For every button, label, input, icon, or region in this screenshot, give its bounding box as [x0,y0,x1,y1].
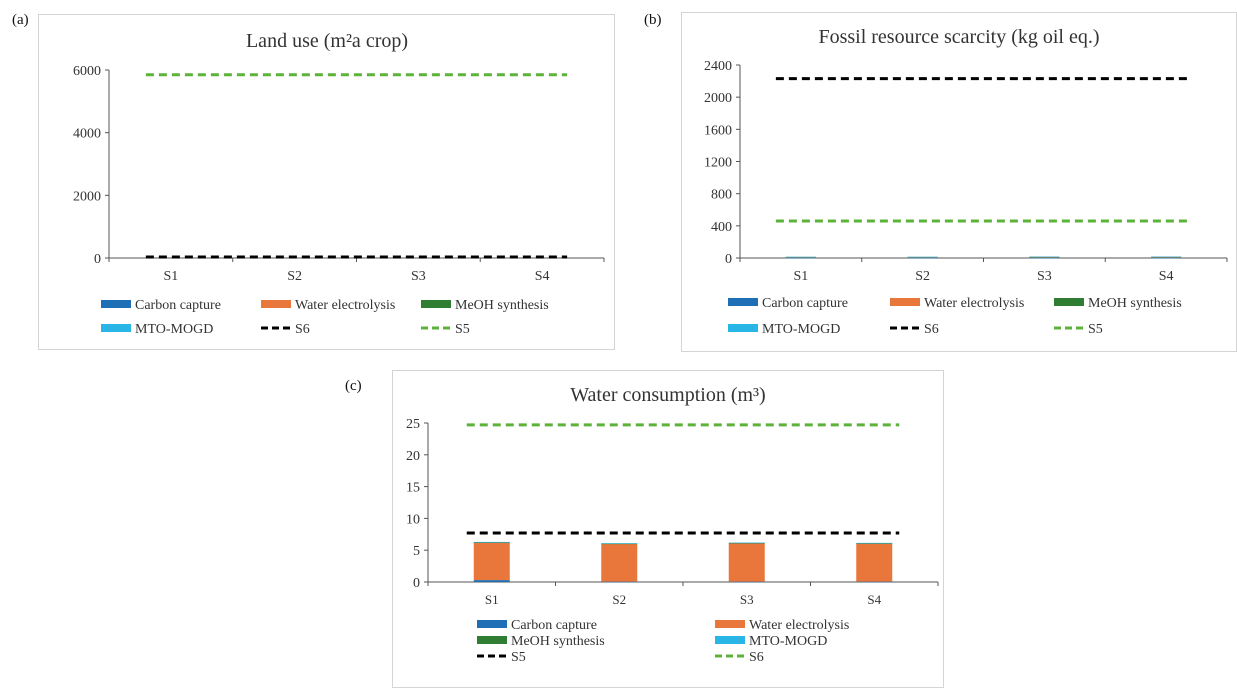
bar-segment [856,543,893,582]
panel-letter-b: (b) [644,12,662,28]
bar-segment [728,581,765,583]
x-category-label: S1 [485,592,499,607]
legend-label: Carbon capture [511,618,597,633]
legend-swatch [728,298,758,306]
bar-segment [728,543,765,582]
chart-title: Water consumption (m³) [570,384,765,406]
legend-label: S5 [511,650,526,665]
legend-swatch [477,636,507,644]
x-category-label: S3 [411,269,426,284]
bar-segment [856,581,893,583]
x-category-label: S2 [287,269,302,284]
bar-segment [1151,257,1182,259]
land-use-chart: Land use (m²a crop) 0 2000 4000 6000 S1 S2 S3 S4… [73,30,605,337]
bar-segment [601,543,638,545]
bar-segment [728,542,765,544]
chart-panel-fossil-resource: Fossil resource scarcity (kg oil eq.) 0 40… [681,12,1237,352]
bar-segment [856,542,893,544]
legend-label: S6 [295,322,310,337]
chart-panel-land-use: Land use (m²a crop) 0 2000 4000 6000 S1 S2 S3 S4… [38,14,615,350]
water-consumption-chart: Water consumption (m³) 0 5 10 15 20 25 S1 S2 S3 S4… [406,384,939,665]
x-category-label: S3 [1037,269,1052,284]
legend-label: MeOH synthesis [1088,296,1182,311]
x-category-label: S4 [867,592,881,607]
legend-swatch [890,298,920,306]
bar-segment [473,542,510,543]
y-tick-label: 1600 [704,123,732,138]
legend-label: S5 [1088,322,1103,337]
legend-label: Water electrolysis [749,618,849,633]
bar-segment [601,581,638,583]
bar-segment [856,543,893,544]
legend-label: MeOH synthesis [511,634,605,649]
y-tick-label: 10 [406,512,420,527]
legend-swatch [421,300,451,308]
y-tick-label: 0 [413,576,420,591]
y-tick-label: 2400 [704,59,732,74]
legend-swatch [715,636,745,644]
chart-title: Fossil resource scarcity (kg oil eq.) [818,26,1099,48]
fossil-resource-chart: Fossil resource scarcity (kg oil eq.) 0 40… [704,26,1228,337]
y-tick-label: 1200 [704,156,732,171]
x-category-label: S2 [915,269,930,284]
y-tick-label: 4000 [73,127,101,142]
legend-swatch [477,620,507,628]
y-tick-label: 20 [406,449,420,464]
x-category-label: S4 [535,269,550,284]
bar-segment [1151,256,1182,258]
legend-swatch [101,300,131,308]
panel-letter-a: (a) [12,12,29,28]
legend-swatch [728,324,758,332]
y-tick-label: 5 [413,544,420,559]
legend-label: S5 [455,322,470,337]
x-category-label: S1 [163,269,178,284]
y-tick-label: 400 [711,220,732,235]
x-category-label: S1 [793,269,808,284]
bar-segment [785,257,816,259]
bar-segment [907,256,938,258]
bar-segment [601,543,638,544]
legend-label: MeOH synthesis [455,298,549,313]
legend-label: Carbon capture [762,296,848,311]
bar-segment [907,257,938,259]
legend-label: MTO-MOGD [749,634,827,649]
x-category-label: S2 [612,592,626,607]
bar-segment [601,543,638,582]
bar-segment [1029,257,1060,259]
bar-segment [1029,256,1060,258]
x-category-label: S4 [1159,269,1174,284]
y-tick-label: 6000 [73,64,101,79]
x-category-label: S3 [740,592,754,607]
legend-swatch [1054,298,1084,306]
legend-label: Carbon capture [135,298,221,313]
bar-segment [473,541,510,543]
legend-swatch [261,300,291,308]
y-tick-label: 2000 [73,189,101,204]
legend-label: Water electrolysis [924,296,1024,311]
bar-segment [473,580,510,582]
legend-swatch [101,324,131,332]
legend-label: S6 [749,650,764,665]
chart-panel-water-consumption: Water consumption (m³) 0 5 10 15 20 25 S1 S2 S3 S4… [392,370,944,688]
legend-swatch [715,620,745,628]
legend-label: MTO-MOGD [135,322,213,337]
legend-label: S6 [924,322,939,337]
y-tick-label: 0 [725,252,732,267]
y-tick-label: 0 [94,252,101,267]
bar-segment [728,542,765,544]
chart-title: Land use (m²a crop) [246,30,408,52]
y-tick-label: 25 [406,417,420,432]
bar-segment [785,256,816,258]
y-tick-label: 800 [711,188,732,203]
bar-segment [473,542,510,581]
legend-label: MTO-MOGD [762,322,840,337]
legend-label: Water electrolysis [295,298,395,313]
y-tick-label: 2000 [704,91,732,106]
panel-letter-c: (c) [345,378,362,394]
y-tick-label: 15 [406,481,420,496]
